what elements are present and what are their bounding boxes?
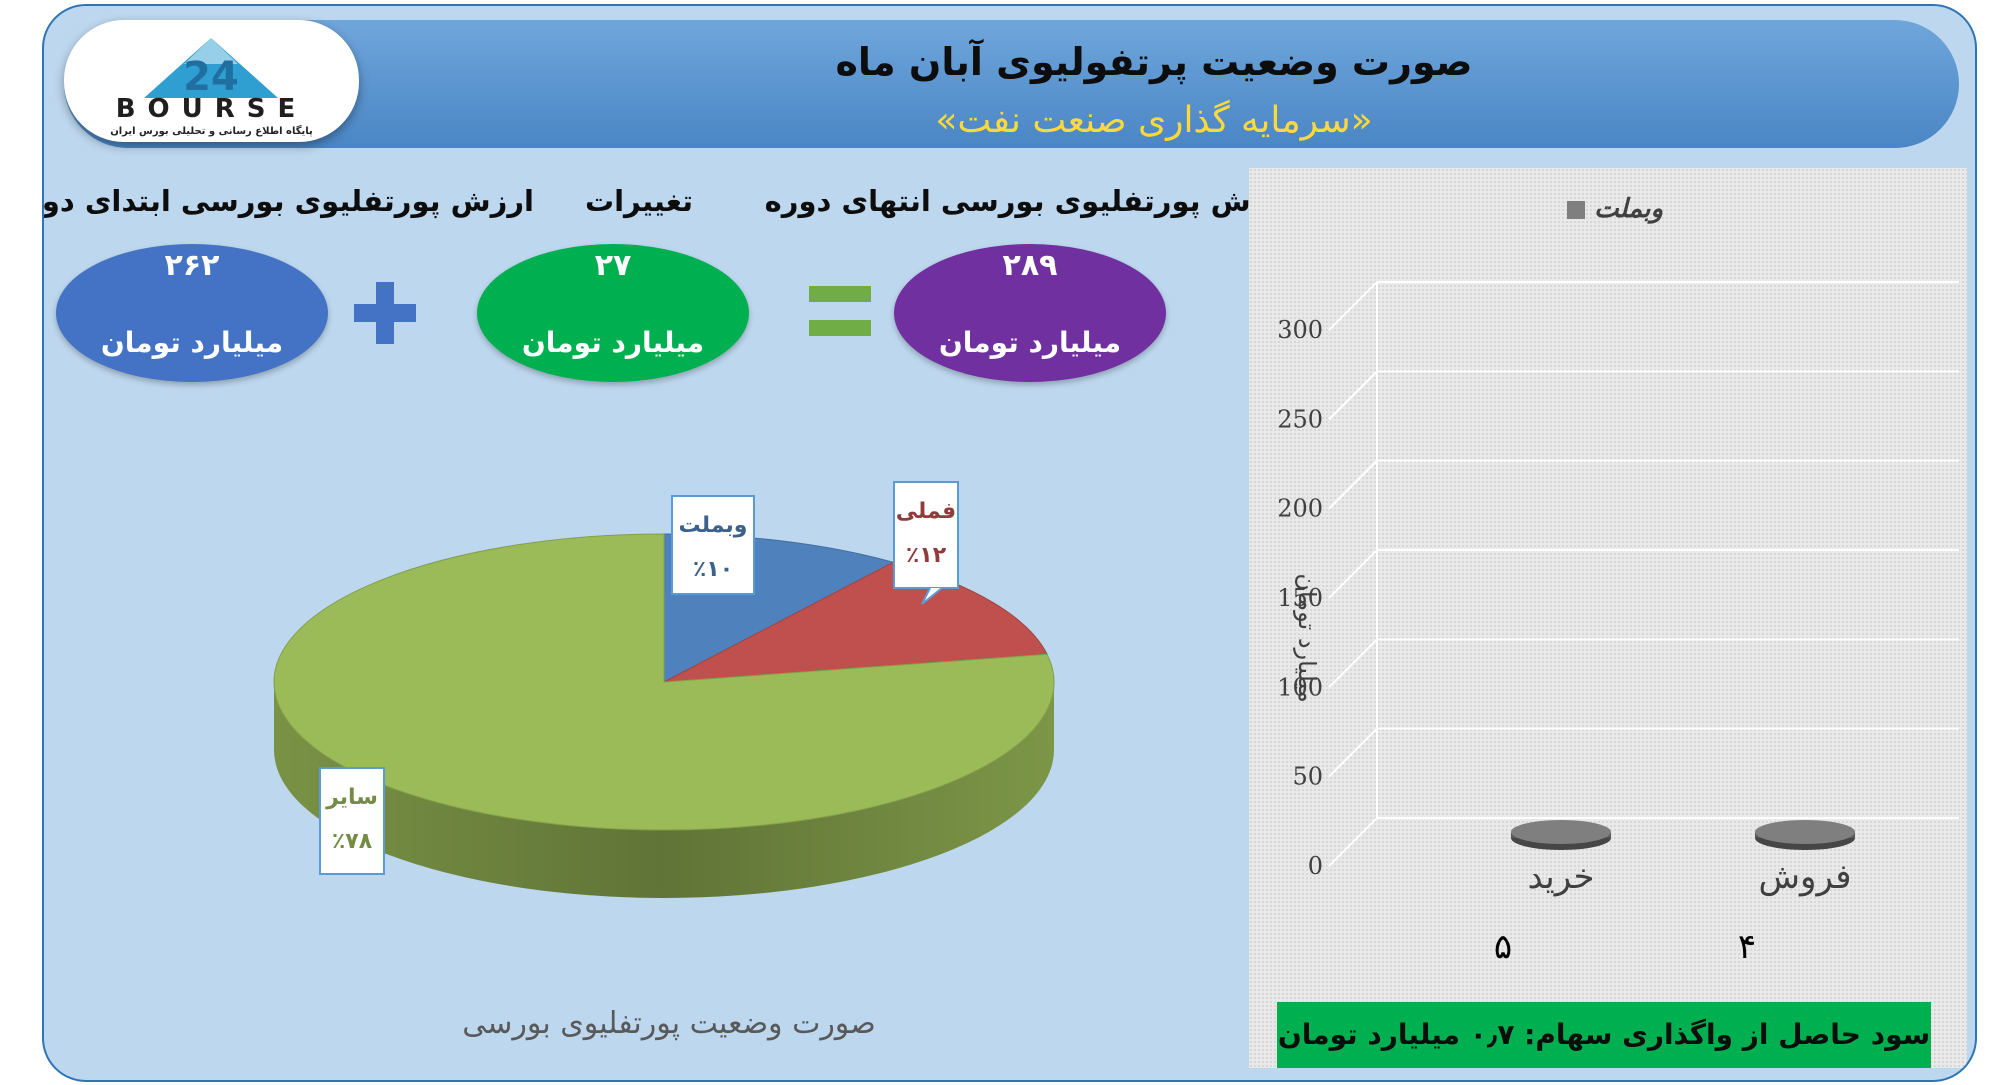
pie-chart-title: صورت وضعیت پورتفلیوی بورسی bbox=[462, 1006, 876, 1041]
pie-slice-3 bbox=[273, 533, 1055, 831]
gridline-side bbox=[1328, 549, 1378, 599]
gridline-side bbox=[1328, 817, 1378, 867]
y-tick-label: 50 bbox=[1292, 763, 1323, 791]
gridline-side bbox=[1328, 638, 1378, 689]
portfolio-pie-chart: وبملت ٪۱۰ فملی ٪۱۲ سایر ٪۷۸ bbox=[273, 481, 1055, 898]
pie-label-name-1: وبملت bbox=[679, 513, 748, 538]
x-category-label: فروش bbox=[1759, 857, 1852, 897]
profit-note: سود حاصل از واگذاری سهام: ۰٫۷ میلیارد تو… bbox=[1277, 1002, 1931, 1068]
logo-mountain-icon: 24 bbox=[144, 38, 278, 100]
logo-text: BOURSE bbox=[115, 94, 308, 124]
change-ellipse: ۲۷ میلیارد تومان bbox=[477, 244, 749, 382]
header-banner: صورت وضعیت پرتفولیوی آبان ماه «سرمایه گذ… bbox=[64, 20, 1959, 148]
end-value-label: ارزش پورتفلیوی بورسی انتهای دوره bbox=[764, 184, 1294, 218]
pie-label-value-1: ٪۱۰ bbox=[693, 557, 733, 582]
plus-icon bbox=[354, 282, 416, 344]
bar-2 bbox=[1755, 820, 1855, 850]
y-tick-label: 150 bbox=[1277, 584, 1323, 612]
pie-data-label-1: وبملت ٪۱۰ bbox=[671, 495, 755, 595]
y-tick-label: 250 bbox=[1277, 405, 1323, 433]
gridline-side bbox=[1328, 459, 1378, 510]
page-subtitle: «سرمایه گذاری صنعت نفت» bbox=[935, 100, 1373, 141]
trade-bar-chart: 0 50 100 150 200 250 300 میلیارد تومان خرید ۵ فروش… bbox=[1277, 281, 1959, 967]
bar-1 bbox=[1511, 820, 1611, 850]
bar-value-label: ۵ bbox=[1494, 927, 1512, 967]
page-title: صورت وضعیت پرتفولیوی آبان ماه bbox=[835, 40, 1473, 84]
y-tick-label: 100 bbox=[1277, 673, 1323, 701]
end-value-ellipse: ۲۸۹ میلیارد تومان bbox=[894, 244, 1166, 382]
start-value-label: ارزش پورتفلیوی بورسی ابتدای دوره bbox=[42, 184, 534, 218]
logo-subtitle: پایگاه اطلاع رسانی و تحلیلی بورس ایران bbox=[110, 126, 313, 137]
y-tick-label: 300 bbox=[1277, 316, 1323, 344]
x-category-label: خرید bbox=[1527, 857, 1594, 897]
end-value-unit: میلیارد تومان bbox=[938, 326, 1122, 359]
pie-side-wall bbox=[274, 682, 1054, 898]
bourse-logo: 24 BOURSE پایگاه اطلاع رسانی و تحلیلی بو… bbox=[64, 20, 359, 142]
start-value-ellipse: ۲۶۲ میلیارد تومان bbox=[56, 244, 328, 382]
pie-label-name-2: فملی bbox=[896, 499, 956, 524]
trade-bar-chart-panel: وبملت 0 50 100 150 200 250 300 میلیارد تومان خری… bbox=[1249, 168, 1967, 1068]
change-value-unit: میلیارد تومان bbox=[521, 326, 705, 359]
dashboard-frame: صورت وضعیت پرتفولیوی آبان ماه «سرمایه گذ… bbox=[42, 4, 1977, 1082]
gridline-side bbox=[1328, 281, 1378, 331]
pie-label-value-3: ٪۷۸ bbox=[332, 829, 373, 854]
bar-value-label: ۴ bbox=[1738, 927, 1756, 967]
y-tick-label: 0 bbox=[1308, 852, 1323, 880]
legend-swatch bbox=[1567, 200, 1585, 219]
legend-label: وبملت bbox=[1594, 194, 1664, 224]
gridline-side bbox=[1328, 727, 1378, 778]
pie-label-value-2: ٪۱۲ bbox=[906, 543, 947, 568]
y-tick-label: 200 bbox=[1277, 495, 1323, 523]
bar-chart-legend: وبملت bbox=[1559, 194, 1663, 224]
pie-data-label-3: سایر ٪۷۸ bbox=[319, 767, 385, 875]
y-axis-label: میلیارد تومان bbox=[1293, 573, 1321, 702]
end-value: ۲۸۹ bbox=[1002, 248, 1058, 283]
change-value: ۲۷ bbox=[594, 248, 632, 283]
logo-number: 24 bbox=[183, 54, 239, 100]
change-label: تغییرات bbox=[584, 184, 694, 218]
pie-data-label-2: فملی ٪۱۲ bbox=[893, 481, 959, 605]
pie-label-name-3: سایر bbox=[325, 785, 378, 810]
gridline-side bbox=[1328, 370, 1378, 421]
start-value: ۲۶۲ bbox=[164, 248, 220, 283]
start-value-unit: میلیارد تومان bbox=[100, 326, 284, 359]
equals-icon bbox=[809, 286, 871, 336]
